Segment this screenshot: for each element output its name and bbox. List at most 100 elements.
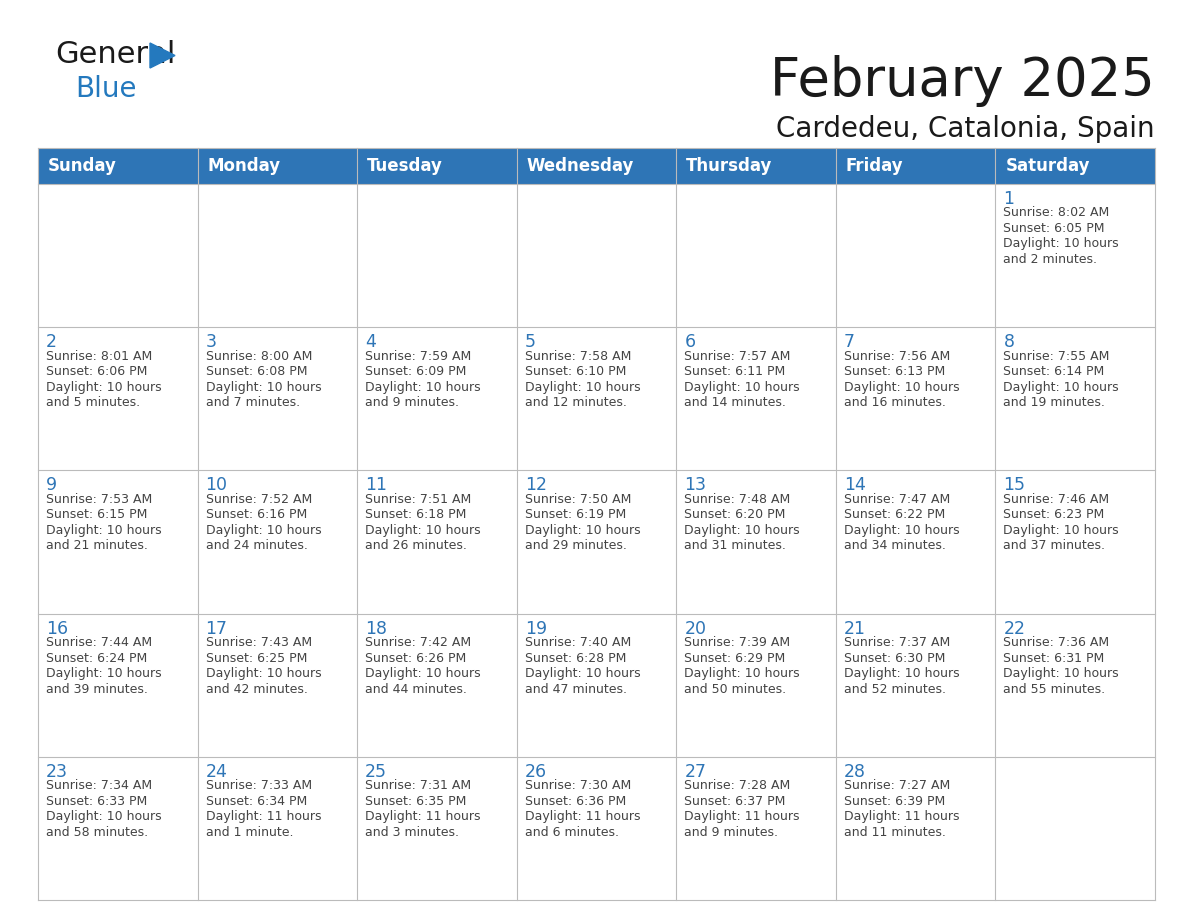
Text: Sunset: 6:37 PM: Sunset: 6:37 PM (684, 795, 785, 808)
Text: Sunset: 6:36 PM: Sunset: 6:36 PM (525, 795, 626, 808)
Text: Sunrise: 7:47 AM: Sunrise: 7:47 AM (843, 493, 950, 506)
Text: Sunrise: 8:00 AM: Sunrise: 8:00 AM (206, 350, 312, 363)
Text: Blue: Blue (75, 75, 137, 103)
Text: General: General (55, 40, 176, 69)
Text: Friday: Friday (846, 157, 904, 175)
Text: 5: 5 (525, 333, 536, 352)
Text: Saturday: Saturday (1005, 157, 1089, 175)
Text: Daylight: 10 hours: Daylight: 10 hours (1004, 524, 1119, 537)
Text: and 50 minutes.: and 50 minutes. (684, 683, 786, 696)
Text: 17: 17 (206, 620, 228, 638)
Text: Sunset: 6:19 PM: Sunset: 6:19 PM (525, 509, 626, 521)
Text: 19: 19 (525, 620, 546, 638)
Text: and 34 minutes.: and 34 minutes. (843, 540, 946, 553)
Text: 11: 11 (365, 476, 387, 495)
Text: and 58 minutes.: and 58 minutes. (46, 826, 148, 839)
Text: 8: 8 (1004, 333, 1015, 352)
Text: Daylight: 10 hours: Daylight: 10 hours (206, 381, 321, 394)
Text: Daylight: 10 hours: Daylight: 10 hours (46, 524, 162, 537)
Text: and 6 minutes.: and 6 minutes. (525, 826, 619, 839)
Text: Sunset: 6:28 PM: Sunset: 6:28 PM (525, 652, 626, 665)
Text: 28: 28 (843, 763, 866, 781)
Text: Sunset: 6:24 PM: Sunset: 6:24 PM (46, 652, 147, 665)
Text: Sunrise: 7:43 AM: Sunrise: 7:43 AM (206, 636, 311, 649)
Text: and 44 minutes.: and 44 minutes. (365, 683, 467, 696)
Text: 4: 4 (365, 333, 377, 352)
Text: and 16 minutes.: and 16 minutes. (843, 397, 946, 409)
Text: Sunset: 6:31 PM: Sunset: 6:31 PM (1004, 652, 1105, 665)
Text: and 14 minutes.: and 14 minutes. (684, 397, 786, 409)
Text: Sunset: 6:16 PM: Sunset: 6:16 PM (206, 509, 307, 521)
Text: Sunset: 6:10 PM: Sunset: 6:10 PM (525, 365, 626, 378)
Text: and 19 minutes.: and 19 minutes. (1004, 397, 1105, 409)
Text: and 31 minutes.: and 31 minutes. (684, 540, 786, 553)
Text: Daylight: 10 hours: Daylight: 10 hours (525, 524, 640, 537)
Text: Daylight: 11 hours: Daylight: 11 hours (525, 811, 640, 823)
Text: Sunrise: 7:30 AM: Sunrise: 7:30 AM (525, 779, 631, 792)
Text: Daylight: 10 hours: Daylight: 10 hours (365, 667, 481, 680)
Text: Sunrise: 7:46 AM: Sunrise: 7:46 AM (1004, 493, 1110, 506)
Text: Sunrise: 7:53 AM: Sunrise: 7:53 AM (46, 493, 152, 506)
Text: 16: 16 (46, 620, 68, 638)
Text: 18: 18 (365, 620, 387, 638)
Text: and 12 minutes.: and 12 minutes. (525, 397, 626, 409)
Text: Sunset: 6:08 PM: Sunset: 6:08 PM (206, 365, 307, 378)
Text: Daylight: 10 hours: Daylight: 10 hours (843, 381, 960, 394)
Text: and 3 minutes.: and 3 minutes. (365, 826, 459, 839)
Text: and 2 minutes.: and 2 minutes. (1004, 253, 1098, 266)
Text: Sunday: Sunday (48, 157, 116, 175)
Text: Daylight: 10 hours: Daylight: 10 hours (46, 667, 162, 680)
Text: 14: 14 (843, 476, 866, 495)
Text: Sunrise: 7:40 AM: Sunrise: 7:40 AM (525, 636, 631, 649)
Text: 22: 22 (1004, 620, 1025, 638)
Text: 1: 1 (1004, 190, 1015, 208)
Text: and 39 minutes.: and 39 minutes. (46, 683, 147, 696)
Text: 9: 9 (46, 476, 57, 495)
Text: 6: 6 (684, 333, 695, 352)
Text: and 9 minutes.: and 9 minutes. (365, 397, 459, 409)
Text: Sunrise: 8:02 AM: Sunrise: 8:02 AM (1004, 207, 1110, 219)
Text: Sunset: 6:34 PM: Sunset: 6:34 PM (206, 795, 307, 808)
Text: Daylight: 10 hours: Daylight: 10 hours (525, 381, 640, 394)
Text: 23: 23 (46, 763, 68, 781)
Text: Sunset: 6:39 PM: Sunset: 6:39 PM (843, 795, 946, 808)
Text: Cardedeu, Catalonia, Spain: Cardedeu, Catalonia, Spain (777, 115, 1155, 143)
Text: Sunset: 6:13 PM: Sunset: 6:13 PM (843, 365, 946, 378)
Text: 26: 26 (525, 763, 546, 781)
Text: 25: 25 (365, 763, 387, 781)
Text: and 1 minute.: and 1 minute. (206, 826, 293, 839)
Text: 10: 10 (206, 476, 228, 495)
Text: Sunrise: 7:51 AM: Sunrise: 7:51 AM (365, 493, 472, 506)
Text: and 42 minutes.: and 42 minutes. (206, 683, 308, 696)
Text: 3: 3 (206, 333, 216, 352)
Text: Daylight: 10 hours: Daylight: 10 hours (684, 381, 800, 394)
Text: Tuesday: Tuesday (367, 157, 443, 175)
Text: Daylight: 10 hours: Daylight: 10 hours (46, 381, 162, 394)
Text: Sunrise: 7:34 AM: Sunrise: 7:34 AM (46, 779, 152, 792)
Text: Sunrise: 7:59 AM: Sunrise: 7:59 AM (365, 350, 472, 363)
Text: Sunset: 6:09 PM: Sunset: 6:09 PM (365, 365, 467, 378)
Text: Daylight: 10 hours: Daylight: 10 hours (1004, 667, 1119, 680)
Text: and 21 minutes.: and 21 minutes. (46, 540, 147, 553)
Text: Sunrise: 7:50 AM: Sunrise: 7:50 AM (525, 493, 631, 506)
Text: and 24 minutes.: and 24 minutes. (206, 540, 308, 553)
Text: Wednesday: Wednesday (526, 157, 634, 175)
Text: Daylight: 10 hours: Daylight: 10 hours (206, 524, 321, 537)
Text: Daylight: 11 hours: Daylight: 11 hours (206, 811, 321, 823)
Text: Daylight: 10 hours: Daylight: 10 hours (684, 524, 800, 537)
Text: Sunset: 6:25 PM: Sunset: 6:25 PM (206, 652, 307, 665)
Text: Sunrise: 7:28 AM: Sunrise: 7:28 AM (684, 779, 790, 792)
Text: Sunset: 6:15 PM: Sunset: 6:15 PM (46, 509, 147, 521)
Text: Daylight: 10 hours: Daylight: 10 hours (684, 667, 800, 680)
Text: Daylight: 11 hours: Daylight: 11 hours (843, 811, 960, 823)
Text: Sunrise: 7:31 AM: Sunrise: 7:31 AM (365, 779, 472, 792)
Text: Sunrise: 7:42 AM: Sunrise: 7:42 AM (365, 636, 472, 649)
Text: Sunset: 6:29 PM: Sunset: 6:29 PM (684, 652, 785, 665)
Text: Sunrise: 7:33 AM: Sunrise: 7:33 AM (206, 779, 311, 792)
Text: and 11 minutes.: and 11 minutes. (843, 826, 946, 839)
Text: Sunrise: 7:39 AM: Sunrise: 7:39 AM (684, 636, 790, 649)
Text: Thursday: Thursday (687, 157, 772, 175)
Text: 21: 21 (843, 620, 866, 638)
Text: Daylight: 10 hours: Daylight: 10 hours (1004, 381, 1119, 394)
Text: and 55 minutes.: and 55 minutes. (1004, 683, 1106, 696)
